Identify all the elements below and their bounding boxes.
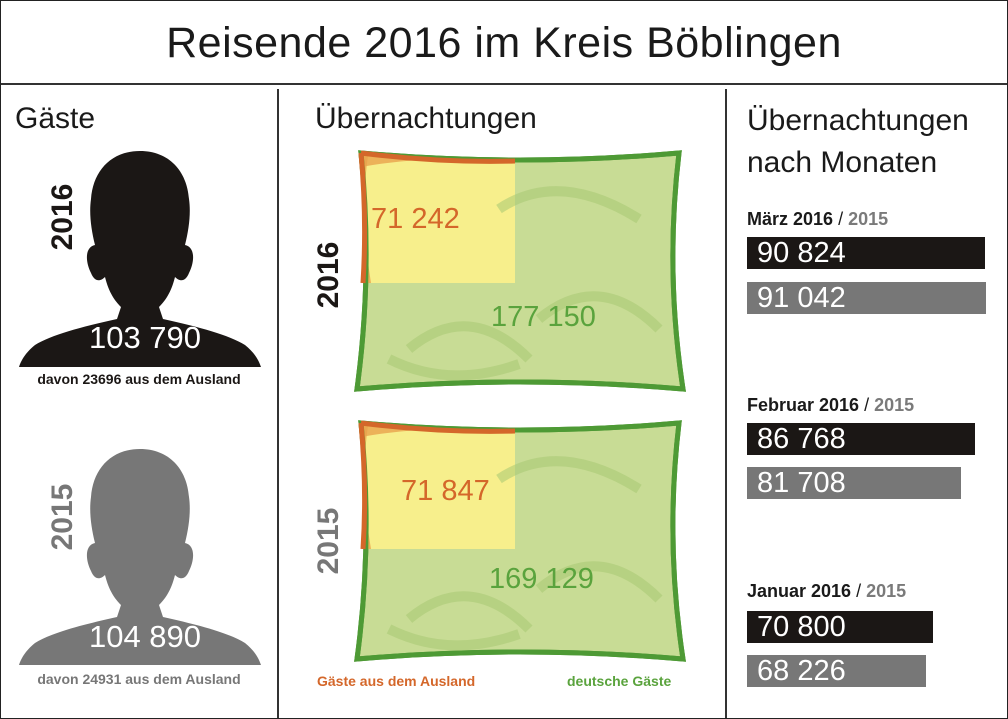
guests-year-2016: 2016	[46, 183, 79, 251]
guests-2015-total: 104 890	[88, 619, 202, 654]
pillow-2016-foreign-area	[357, 153, 515, 283]
month-slash: /	[838, 209, 844, 229]
page-title: Reisende 2016 im Kreis Böblingen	[166, 19, 842, 67]
month-slash: /	[856, 581, 862, 601]
column-divider-left	[277, 89, 279, 718]
month-prev-year: 2015	[866, 581, 907, 601]
overnights-2016-domestic: 177 150	[491, 301, 596, 333]
month-title: Februar 2016 / 2015	[747, 395, 914, 416]
person-silhouette-icon	[19, 449, 261, 665]
months-heading-line1: Übernachtungen	[747, 104, 969, 137]
pillow-2015-foreign-area	[357, 423, 515, 549]
months-heading-line2: nach Monaten	[747, 146, 938, 179]
month-label: Februar 2016	[747, 395, 860, 415]
month-title: März 2016 / 2015	[747, 209, 888, 230]
overnights-2016-foreign: 71 242	[371, 203, 460, 235]
month-prev-year: 2015	[874, 395, 915, 415]
legend-foreign: Gäste aus dem Ausland	[317, 673, 476, 689]
month-bar-current: 86 768	[747, 423, 975, 455]
month-label: Januar 2016	[747, 581, 852, 601]
person-2016-shape	[19, 151, 261, 367]
person-silhouette-icon	[19, 151, 261, 367]
month-bar-previous: 68 226	[747, 655, 926, 687]
month-label: März 2016	[747, 209, 834, 229]
column-divider-right	[725, 89, 727, 718]
overnights-year-2016: 2016	[312, 241, 345, 309]
guests-2016-total: 103 790	[88, 320, 202, 355]
pillow-icon	[354, 420, 686, 662]
overnights-heading: Übernachtungen	[315, 102, 537, 135]
month-prev-year: 2015	[848, 209, 889, 229]
pillow-icon	[354, 150, 686, 392]
month-title: Januar 2016 / 2015	[747, 581, 906, 602]
month-bar-previous: 91 042	[747, 282, 986, 314]
overnights-2015-foreign: 71 847	[401, 475, 490, 507]
title-divider	[1, 83, 1007, 85]
guests-2016-note: davon 23696 aus dem Ausland	[37, 371, 241, 387]
legend-domestic: deutsche Gäste	[567, 673, 672, 689]
month-bar-current: 70 800	[747, 611, 933, 643]
overnights-year-2015: 2015	[312, 507, 345, 575]
person-2015-shape	[19, 449, 261, 665]
month-slash: /	[864, 395, 870, 415]
guests-heading: Gäste	[15, 102, 96, 135]
month-bar-previous: 81 708	[747, 467, 961, 499]
guests-year-2015: 2015	[46, 483, 79, 551]
month-bar-current: 90 824	[747, 237, 985, 269]
overnights-2015-domestic: 169 129	[489, 563, 594, 595]
guests-2015-note: davon 24931 aus dem Ausland	[37, 671, 241, 687]
